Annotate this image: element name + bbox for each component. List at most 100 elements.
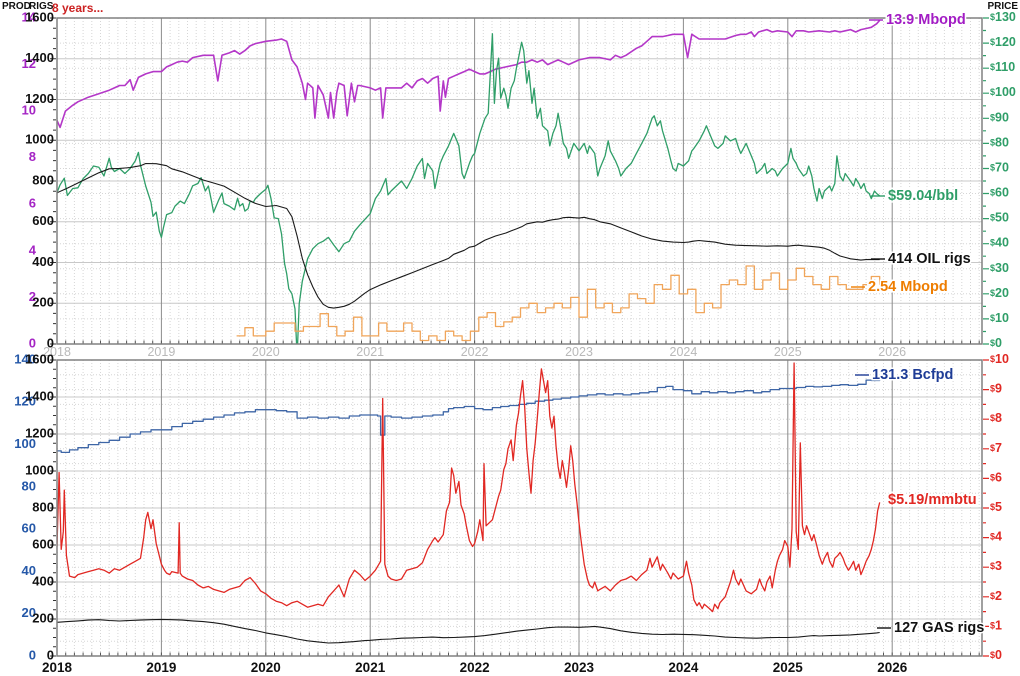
- gas_rigs-end-label: 127 GAS rigs: [894, 620, 984, 636]
- x-axis-year-label: 2022: [460, 660, 490, 675]
- rigs-axis-tick-label: 400: [32, 573, 54, 588]
- rigs-axis-tick-label: 1200: [25, 91, 54, 106]
- minor-horizontal-gridlines: [57, 42, 982, 320]
- price-axis-title: PRICE: [987, 1, 1018, 12]
- prod-axis-tick-label: 20: [22, 605, 36, 620]
- oil_rigs-end-label: 414 OIL rigs: [888, 251, 971, 267]
- prod-axis-tick-label: 140: [14, 351, 36, 366]
- prod-axis-tick-label: 120: [14, 394, 36, 409]
- price-axis-tick-label: $80: [990, 136, 1009, 150]
- price-axis-tick-label: $7: [990, 441, 1002, 455]
- oil_price-end-label: $59.04/bbl: [888, 188, 958, 204]
- oil-production-line: [57, 19, 881, 129]
- oil_production-end-label: 13.9 Mbopd: [886, 12, 966, 28]
- x-axis-year-label: 2026: [877, 660, 908, 675]
- x-axis-year-label: 2020: [252, 345, 280, 359]
- rigs-axis-tick-label: 800: [32, 172, 54, 187]
- oil-secondary-production-line: [236, 265, 881, 342]
- gas-rigs-line: [57, 618, 880, 644]
- price-axis-tick-label: $110: [990, 60, 1015, 74]
- rigs-axis-tick-label: 1600: [25, 9, 54, 24]
- price-axis-tick-label: $8: [990, 411, 1002, 425]
- oil-panel: 0 2 4 6 8 10 12 14 0 200 400 600 800 1000 1200 1400 1600…: [22, 9, 1016, 359]
- rigs-axis-tick-label: 1400: [25, 50, 54, 65]
- prod-axis-tick-label: 40: [22, 563, 36, 578]
- prod-axis-tick-label: 8: [29, 149, 36, 164]
- rigs-axis-tick-label: 1000: [25, 462, 54, 477]
- prod-axis-tick-label: 0: [29, 647, 36, 662]
- price-axis-tick-label: $90: [990, 111, 1009, 125]
- rigs-axis-tick-label: 1400: [25, 388, 54, 403]
- rigs-axis-tick-label: 600: [32, 536, 54, 551]
- x-axis-year-label: 2020: [251, 660, 281, 675]
- prod-axis-title: PROD: [2, 1, 31, 12]
- price-axis-tick-label: $10: [990, 311, 1009, 325]
- prod-axis-tick-label: 6: [29, 196, 36, 211]
- price-axis-tick-label: $0: [990, 336, 1002, 350]
- prod-axis-tick-label: 12: [22, 56, 36, 71]
- rigs-axis-tick-label: 400: [32, 254, 54, 269]
- gas-production-line: [57, 378, 881, 454]
- x-axis-year-label: 2019: [146, 660, 176, 675]
- price-axis-tick-label: $40: [990, 236, 1009, 250]
- major-horizontal-gridlines: [57, 396, 982, 620]
- price-axis-tick-label: $1: [990, 619, 1002, 633]
- x-axis-year-label: 2023: [564, 660, 595, 675]
- rigs-axis-tick-label: 0: [47, 647, 54, 662]
- price-axis-tick-label: $50: [990, 211, 1009, 225]
- price-axis-tick-label: $4: [990, 530, 1002, 544]
- rigs-axis-tick-label: 1000: [25, 132, 54, 147]
- rigs-axis-tick-label: 200: [32, 610, 54, 625]
- rigs-axis-tick-label: 200: [32, 295, 54, 310]
- left-axis-ticks: [50, 17, 56, 345]
- oil_secondary-end-label: 2.54 Mbopd: [868, 279, 948, 295]
- rigs-axis-tick-label: 600: [32, 213, 54, 228]
- price-axis-tick-label: $130: [990, 10, 1016, 24]
- prod-axis-tick-label: 2: [29, 289, 36, 304]
- rigs-axis-tick-label: 0: [47, 335, 54, 350]
- prod-axis-tick-label: 60: [22, 521, 36, 536]
- gas-panel: 0204060801001201400200400600800100012001…: [14, 351, 1009, 675]
- x-axis-year-label: 2025: [773, 660, 804, 675]
- rigs-axis-tick-label: 800: [32, 499, 54, 514]
- price-axis-tick-label: $120: [990, 35, 1016, 49]
- gas-plot-border: [56, 359, 983, 657]
- price-axis-tick-label: $3: [990, 559, 1002, 573]
- x-axis-year-label: 2021: [355, 660, 386, 675]
- price-axis-tick-label: $20: [990, 286, 1009, 300]
- price-axis-tick-label: $30: [990, 261, 1009, 275]
- x-axis-year-label: 2023: [565, 345, 593, 359]
- gas-price-line: [57, 362, 881, 613]
- prod-axis-tick-label: 80: [22, 478, 36, 493]
- price-axis-tick-label: $100: [990, 86, 1016, 100]
- right-axis-ticks: [983, 17, 989, 345]
- prod-axis-tick-label: 100: [14, 436, 36, 451]
- oil-rigs-line: [57, 162, 880, 309]
- prod-axis-tick-label: 10: [22, 103, 36, 118]
- price-axis-tick-label: $2: [990, 589, 1002, 603]
- price-axis-tick-label: $6: [990, 471, 1002, 485]
- chart-range-title: 8 years...: [52, 1, 104, 15]
- gas_price-end-label: $5.19/mmbtu: [888, 492, 977, 508]
- price-axis-tick-label: $10: [990, 352, 1009, 366]
- prod-axis-tick-label: 14: [22, 9, 37, 24]
- rigs-axis-tick-label: 1200: [25, 425, 54, 440]
- x-axis-year-label: 2018: [43, 345, 71, 359]
- major-horizontal-gridlines: [57, 58, 982, 304]
- price-axis-tick-label: $70: [990, 161, 1009, 175]
- rigs-axis-title: RIGS: [29, 1, 54, 12]
- prod-axis-tick-label: 4: [29, 242, 37, 257]
- oil-plot-border: [56, 17, 983, 345]
- x-axis-year-label: 2024: [668, 660, 699, 675]
- price-axis-tick-label: $0: [990, 648, 1002, 662]
- left-axis-ticks: [50, 359, 56, 657]
- x-axis-year-label: 2022: [461, 345, 489, 359]
- price-axis-tick-label: $9: [990, 382, 1002, 396]
- price-axis-tick-label: $5: [990, 500, 1002, 514]
- x-axis-year-label: 2021: [356, 345, 384, 359]
- x-axis-year-label: 2024: [670, 345, 698, 359]
- price-axis-tick-label: $60: [990, 186, 1009, 200]
- x-axis-year-label: 2026: [878, 345, 906, 359]
